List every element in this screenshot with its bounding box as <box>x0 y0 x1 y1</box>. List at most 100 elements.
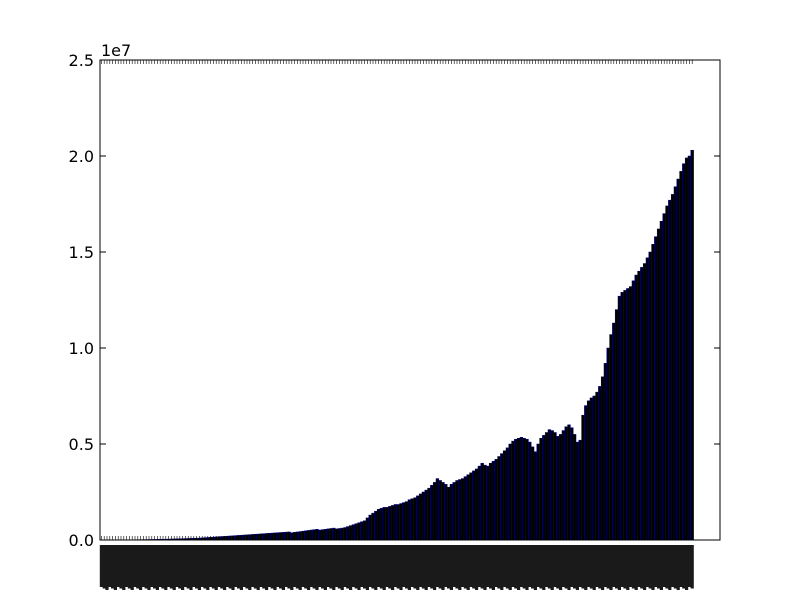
x-tick-label-glyph <box>195 545 198 589</box>
x-tick-label-glyph <box>450 545 453 590</box>
bar <box>400 504 403 540</box>
x-tick-label-glyph <box>436 545 439 587</box>
x-tick-label-glyph <box>439 545 442 589</box>
y-tick-label: 2.5 <box>69 51 94 70</box>
x-tick-label-glyph <box>332 545 335 590</box>
x-tick-label-glyph <box>173 545 176 590</box>
x-tick-label-glyph <box>167 545 170 587</box>
x-tick-label-glyph <box>147 545 150 590</box>
x-tick-label-glyph <box>559 545 562 590</box>
x-tick-label-glyph <box>282 545 285 590</box>
x-tick-label-glyph <box>685 545 688 590</box>
x-tick-label-glyph <box>170 545 173 589</box>
x-tick-label-glyph <box>184 545 187 587</box>
x-tick-label-glyph <box>229 545 232 589</box>
bar <box>374 511 377 540</box>
bar <box>621 292 624 540</box>
x-tick-label-glyph <box>621 545 624 587</box>
x-tick-label-glyph <box>299 545 302 590</box>
x-tick-label-glyph <box>363 545 366 589</box>
bar <box>626 288 629 540</box>
bar <box>587 401 590 540</box>
x-tick-label-glyph <box>528 545 531 587</box>
y-offset-label: 1e7 <box>101 41 131 60</box>
x-tick-label-glyph <box>607 545 610 589</box>
x-tick-label-glyph <box>422 545 425 589</box>
x-tick-label-glyph <box>251 545 254 587</box>
x-tick-label-glyph <box>265 545 268 590</box>
bar <box>596 392 599 540</box>
bar <box>680 171 683 540</box>
x-tick-label-glyph <box>615 545 618 589</box>
bar <box>624 290 627 540</box>
bar <box>584 406 587 540</box>
bar <box>372 513 375 540</box>
x-tick-label-glyph <box>371 545 374 589</box>
bar <box>495 459 498 540</box>
x-tick-label-glyph <box>548 545 551 589</box>
bar <box>554 432 557 540</box>
bar <box>512 441 515 540</box>
x-tick-label-glyph <box>427 545 430 587</box>
x-tick-label-glyph <box>226 545 229 587</box>
bar <box>593 396 596 540</box>
x-tick-label-glyph <box>458 545 461 590</box>
bar <box>414 498 417 540</box>
x-tick-label-glyph <box>343 545 346 587</box>
x-tick-label-glyph <box>220 545 223 589</box>
bar <box>618 296 621 540</box>
bar <box>425 490 428 540</box>
x-tick-label-glyph <box>691 545 694 589</box>
x-tick-label-glyph <box>402 545 405 587</box>
x-tick-label-glyph <box>315 545 318 590</box>
bar <box>657 229 660 540</box>
bar <box>601 377 604 540</box>
x-tick-label-glyph <box>542 545 545 590</box>
bar <box>579 440 582 540</box>
x-tick-label-glyph <box>523 545 526 589</box>
x-tick-label-glyph <box>637 545 640 587</box>
x-tick-label-glyph <box>419 545 422 587</box>
x-tick-label-glyph <box>161 545 164 589</box>
bar <box>652 244 655 540</box>
x-tick-label-glyph <box>304 545 307 589</box>
bar <box>607 348 610 540</box>
bar <box>509 444 512 540</box>
bar <box>380 508 383 540</box>
x-tick-label-glyph <box>313 545 316 589</box>
bar <box>562 431 565 540</box>
bar <box>442 482 445 540</box>
x-tick-label-glyph <box>677 545 680 590</box>
bar <box>612 323 615 540</box>
x-tick-label-glyph <box>181 545 184 590</box>
bar <box>439 480 442 540</box>
bar <box>671 194 674 540</box>
bar <box>408 500 411 540</box>
x-tick-label-glyph <box>629 545 632 587</box>
bar <box>573 434 576 540</box>
x-tick-label-glyph <box>567 545 570 590</box>
x-tick-label-glyph <box>461 545 464 587</box>
x-tick-label-glyph <box>688 545 691 587</box>
x-tick-label-glyph <box>103 545 106 589</box>
bar <box>660 221 663 540</box>
x-tick-label-glyph <box>234 545 237 587</box>
bar <box>484 465 487 540</box>
x-tick-label-glyph <box>646 545 649 587</box>
bar <box>517 438 520 540</box>
bar <box>523 438 526 540</box>
bar <box>472 471 475 540</box>
x-tick-label-glyph <box>243 545 246 587</box>
bar <box>450 484 453 540</box>
x-tick-label-glyph <box>562 545 565 587</box>
bar <box>528 442 531 540</box>
bar <box>444 484 447 540</box>
x-tick-label-glyph <box>329 545 332 589</box>
x-tick-label-glyph <box>433 545 436 590</box>
x-tick-label-glyph <box>366 545 369 590</box>
x-tick-label-glyph <box>565 545 568 589</box>
x-tick-label-glyph <box>430 545 433 589</box>
bar <box>666 206 669 540</box>
x-tick-label-glyph <box>108 545 111 587</box>
